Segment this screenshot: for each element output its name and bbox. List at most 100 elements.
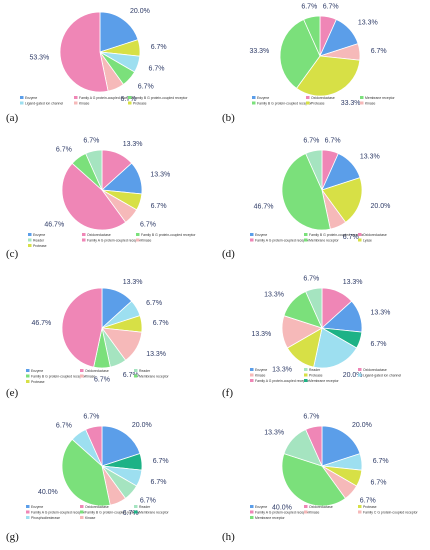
legend-item-reader: Reader xyxy=(33,239,45,243)
legend-swatch xyxy=(250,505,254,508)
legend-item-enzyme: Enzyme xyxy=(31,369,43,373)
legend-item-kinase: Kinase xyxy=(85,516,95,520)
pie-slice-reader xyxy=(305,287,323,329)
legend-swatch xyxy=(128,96,132,99)
legend-swatch xyxy=(136,238,140,242)
slice-label: 20.0% xyxy=(132,422,152,429)
legend-swatch xyxy=(74,96,78,99)
slice-label: 6.7% xyxy=(153,320,169,327)
legend-item-kinase: Kinase xyxy=(85,375,95,379)
legend-item-reader: Reader xyxy=(309,368,321,372)
slice-label: 46.7% xyxy=(254,203,274,210)
legend-item-oxidoreductase: Oxidoreductase xyxy=(87,233,111,237)
pie-slice-ligand-gated-ion-channel xyxy=(313,327,358,369)
legend-swatch xyxy=(80,374,84,378)
legend-item-family-a-g-protein-coupled-receptor: Family A G protein-coupled receptor xyxy=(255,239,310,243)
legend-0: Enzyme Family A G protein-coupled recepto… xyxy=(20,96,188,106)
pie-chart-5: 13.3% 13.3% 6.7% 20.0% 13.3% 13.3% 13.3% 6.7% En… xyxy=(222,276,401,399)
slice-label: 13.3% xyxy=(146,351,166,358)
legend-1: Enzyme Oxidoreductase Membrane receptor Fam… xyxy=(252,96,395,106)
legend-swatch xyxy=(134,374,138,378)
slice-label: 33.3% xyxy=(341,100,361,107)
legend-item-membrane-receptor: Membrane receptor xyxy=(255,516,285,520)
slice-label: 6.7% xyxy=(153,458,169,465)
pie-slice-membrane-receptor xyxy=(303,15,321,57)
slice-label: 6.7% xyxy=(343,234,359,241)
slice-label: 20.0% xyxy=(352,422,372,429)
panel-label: (f) xyxy=(222,387,233,399)
slice-label: 6.7% xyxy=(301,4,317,11)
legend-swatch xyxy=(134,505,138,508)
legend-item-enzyme: Enzyme xyxy=(33,233,45,237)
slice-label: 6.7% xyxy=(146,300,162,307)
legend-item-membrane-receptor: Membrane receptor xyxy=(309,379,339,383)
slice-label: 20.0% xyxy=(130,8,150,15)
legend-5: Enzyme Reader Oxidoreductase Kinase Protease… xyxy=(250,368,401,383)
pie-slice-family-a-g-protein-coupled-receptor xyxy=(61,162,127,231)
slice-label: 6.7% xyxy=(140,498,156,505)
legend-item-protease: Protease xyxy=(133,102,147,106)
legend-item-kinase: Kinase xyxy=(365,102,375,106)
pie-chart-7: 20.0% 6.7% 6.7% 6.7% 40.0% 13.3% 6.7% Enzyme Oxi… xyxy=(222,414,419,543)
legend-item-enzyme: Enzyme xyxy=(255,233,267,237)
slice-label: 6.7% xyxy=(56,422,72,429)
legend-item-oxidoreductase: Oxidoreductase xyxy=(363,368,387,372)
panel-label: (h) xyxy=(222,531,235,543)
slice-label: 46.7% xyxy=(31,320,51,327)
legend-item-lyase: Lyase xyxy=(363,239,372,243)
legend-item-family-a-g-protein-coupled-receptor: Family A G protein-coupled receptor xyxy=(87,239,142,243)
legend-swatch xyxy=(358,505,362,508)
legend-swatch xyxy=(250,373,254,377)
slice-label: 6.7% xyxy=(138,84,154,91)
legend-swatch xyxy=(26,516,30,519)
slice-label: 6.7% xyxy=(56,146,72,153)
legend-item-reader: Reader xyxy=(139,505,151,509)
legend-swatch xyxy=(28,244,32,247)
panel-label: (b) xyxy=(222,112,235,124)
legend-6: Enzyme Oxidoreductase Reader Family A G pro… xyxy=(26,505,169,520)
legend-swatch xyxy=(26,369,30,372)
legend-item-membrane-receptor: Membrane receptor xyxy=(309,239,339,243)
slice-label: 6.7% xyxy=(151,479,167,486)
slice-label: 6.7% xyxy=(303,138,319,145)
slice-label: 6.7% xyxy=(121,96,137,103)
legend-item-enzyme: Enzyme xyxy=(25,96,37,100)
legend-item-enzyme: Enzyme xyxy=(255,368,267,372)
slice-label: 13.3% xyxy=(123,141,143,148)
pie-slice-family-b-g-protein-coupled-receptor xyxy=(281,152,331,231)
slice-label: 40.0% xyxy=(38,489,58,496)
slice-label: 53.3% xyxy=(29,55,49,62)
legend-item-family-b-g-protein-coupled-receptor: Family B G protein-coupled receptor xyxy=(31,375,86,379)
slice-label: 13.3% xyxy=(251,331,271,338)
legend-swatch xyxy=(82,238,86,242)
legend-swatch xyxy=(252,101,256,105)
legend-swatch xyxy=(304,238,308,242)
legend-swatch xyxy=(20,96,24,99)
slice-label: 6.7% xyxy=(151,44,167,51)
slice-label: 13.3% xyxy=(264,429,284,436)
legend-swatch xyxy=(26,505,30,508)
legend-item-kinase: Kinase xyxy=(79,102,89,106)
slice-label: 6.7% xyxy=(360,498,376,505)
legend-item-family-b-g-protein-coupled-receptor: Family B G protein-coupled receptor xyxy=(309,233,364,237)
legend-item-membrane-receptor: Membrane receptor xyxy=(365,96,395,100)
legend-item-membrane-receptor: Membrane receptor xyxy=(139,511,169,515)
slice-label: 6.7% xyxy=(140,222,156,229)
legend-swatch xyxy=(304,373,308,377)
legend-swatch xyxy=(80,516,84,519)
slice-label: 6.7% xyxy=(325,138,341,145)
legend-swatch xyxy=(26,380,30,383)
legend-item-kinase: Kinase xyxy=(309,511,319,515)
legend-item-membrane-receptor: Membrane receptor xyxy=(139,375,169,379)
legend-swatch xyxy=(128,101,132,105)
legend-swatch xyxy=(360,96,364,99)
pie-slice-enzyme xyxy=(321,425,361,467)
legend-swatch xyxy=(28,238,32,242)
legend-item-kinase: Kinase xyxy=(255,374,265,378)
pie-slice-reader xyxy=(85,149,103,191)
slice-label: 46.7% xyxy=(44,222,64,229)
legend-7: Enzyme Oxidoreductase Protease Family A G p… xyxy=(250,505,419,520)
pie-slice-family-a-g-protein-coupled-receptor xyxy=(59,11,109,93)
slice-label: 6.7% xyxy=(323,4,339,11)
pie-slice-protease xyxy=(295,55,361,97)
